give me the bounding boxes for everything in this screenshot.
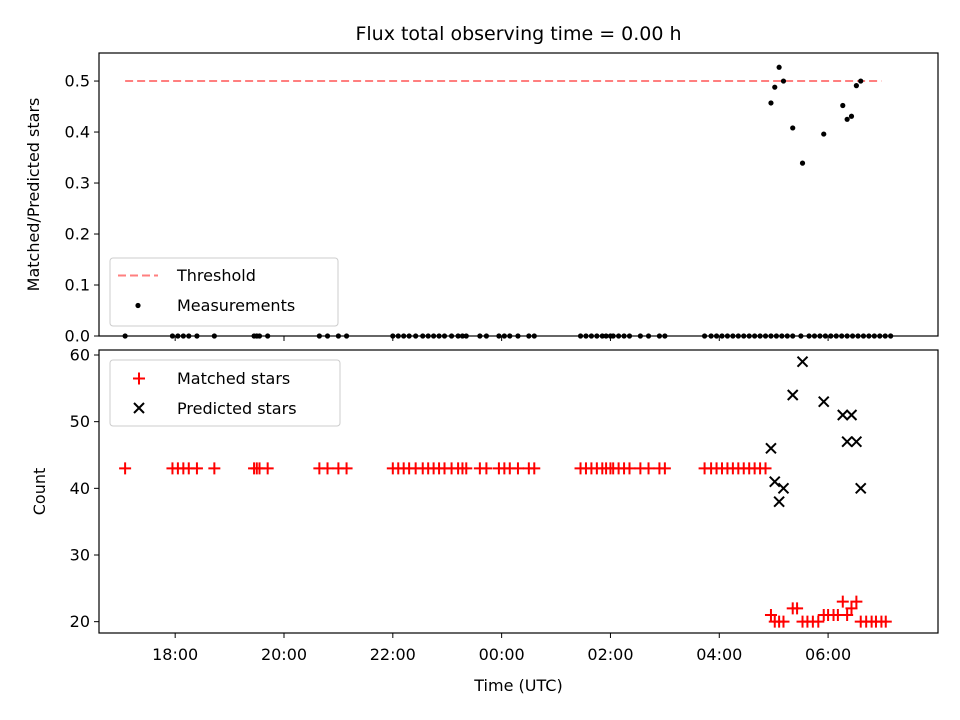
top-y-tick-label: 0.0: [65, 327, 90, 346]
top-x-ticks: [174, 336, 829, 341]
matched-star-marker: [261, 462, 274, 475]
measurement-point: [790, 125, 796, 131]
legend-threshold-label: Threshold: [176, 266, 256, 285]
matched-star-marker: [836, 595, 849, 608]
bottom-legend: Matched stars Predicted stars: [109, 359, 341, 427]
bottom-y-tick-label: 20: [70, 612, 90, 631]
matched-star-marker: [321, 462, 334, 475]
legend-predicted-label: Predicted stars: [177, 399, 297, 418]
predicted-star-marker: [841, 435, 853, 448]
predicted-star-marker: [850, 435, 863, 448]
bottom-y-tick-label: 40: [70, 479, 90, 498]
matched-star-marker: [759, 462, 772, 475]
measurement-point: [776, 64, 782, 70]
matched-star-marker: [511, 462, 524, 475]
matched-star-marker: [340, 462, 353, 475]
measurement-point: [853, 83, 859, 89]
top-y-tick-label: 0.2: [65, 225, 90, 244]
x-tick-label: 22:00: [370, 645, 416, 664]
bottom-y-axis-label: Count: [30, 468, 49, 516]
bottom-x-axis: 18:00 20:00 22:00 00:00 02:00 04:00 06:00: [152, 633, 851, 664]
top-y-tick-label: 0.4: [65, 123, 90, 142]
predicted-star-marker: [796, 355, 809, 368]
legend-measurements-swatch: [135, 302, 141, 309]
x-tick-label: 20:00: [261, 645, 307, 664]
measurement-point: [848, 113, 855, 119]
matched-star-marker: [812, 615, 825, 628]
bottom-panel: 20 30 40 50 60 18:00 20:00 22:00 00:00 02:00 04:0…: [30, 346, 939, 695]
top-legend: Threshold Measurements: [109, 257, 339, 327]
measurement-point: [821, 131, 827, 137]
predicted-star-marker: [769, 475, 781, 488]
matched-star-marker: [190, 462, 203, 475]
matched-star-marker: [791, 602, 804, 615]
matched-star-marker: [658, 462, 671, 475]
matched-star-marker: [879, 615, 892, 628]
matched-star-marker: [764, 609, 777, 621]
bottom-y-tick-label: 60: [70, 346, 90, 365]
predicted-star-marker: [855, 482, 867, 495]
top-panel: 0.0 0.1 0.2 0.3 0.4 0.5 Matched/Predicted sta…: [24, 52, 939, 346]
top-y-axis: 0.0 0.1 0.2 0.3 0.4 0.5: [65, 72, 99, 346]
legend-measurements-label: Measurements: [177, 296, 295, 315]
top-axes-frame: [98, 52, 939, 337]
matched-star-marker: [841, 609, 854, 621]
top-y-tick-label: 0.1: [65, 276, 90, 295]
matched-star-marker: [119, 462, 132, 475]
x-tick-label: 04:00: [696, 645, 742, 664]
measurement-point: [768, 100, 774, 106]
predicted-star-marker: [787, 389, 799, 401]
predicted-star-marker: [777, 482, 790, 495]
predicted-star-marker: [773, 495, 785, 508]
legend-predicted-swatch: [133, 402, 145, 414]
x-tick-label: 00:00: [479, 645, 525, 664]
x-axis-label: Time (UTC): [473, 676, 562, 695]
legend-matched-swatch: [133, 372, 145, 385]
top-y-axis-label: Matched/Predicted stars: [24, 98, 43, 292]
bottom-y-tick-label: 30: [70, 546, 90, 565]
top-y-tick-label: 0.3: [65, 174, 90, 193]
legend-matched-label: Matched stars: [177, 369, 290, 388]
measurement-point: [772, 84, 778, 90]
x-tick-label: 02:00: [587, 645, 633, 664]
bottom-legend-box: [109, 359, 341, 427]
predicted-star-marker: [837, 409, 849, 421]
matched-star-marker: [480, 462, 493, 475]
x-tick-label: 18:00: [152, 645, 198, 664]
top-y-tick-label: 0.5: [65, 72, 90, 91]
measurement-point: [840, 102, 846, 109]
measurement-point: [858, 78, 864, 84]
bottom-plot-area: [119, 355, 892, 628]
predicted-star-marker: [765, 442, 777, 455]
x-tick-label: 06:00: [805, 645, 851, 664]
matched-star-marker: [208, 462, 221, 475]
matched-star-marker: [460, 462, 473, 475]
matched-star-marker: [623, 462, 636, 475]
bottom-axes-frame: [98, 349, 939, 634]
measurement-point: [780, 78, 787, 84]
measurement-point: [799, 160, 806, 166]
matched-star-marker: [845, 602, 858, 615]
bottom-y-axis: 20 30 40 50 60: [70, 346, 99, 631]
matched-star-marker: [642, 462, 655, 475]
matched-star-marker: [528, 462, 541, 475]
measurement-point: [844, 116, 850, 122]
chart-title: Flux total observing time = 0.00 h: [355, 23, 681, 45]
matched-star-marker: [850, 595, 863, 608]
top-legend-box: [109, 257, 339, 327]
matched-star-marker: [777, 615, 790, 628]
bottom-y-tick-label: 50: [70, 412, 90, 431]
predicted-star-marker: [845, 409, 858, 421]
predicted-star-marker: [818, 395, 830, 408]
